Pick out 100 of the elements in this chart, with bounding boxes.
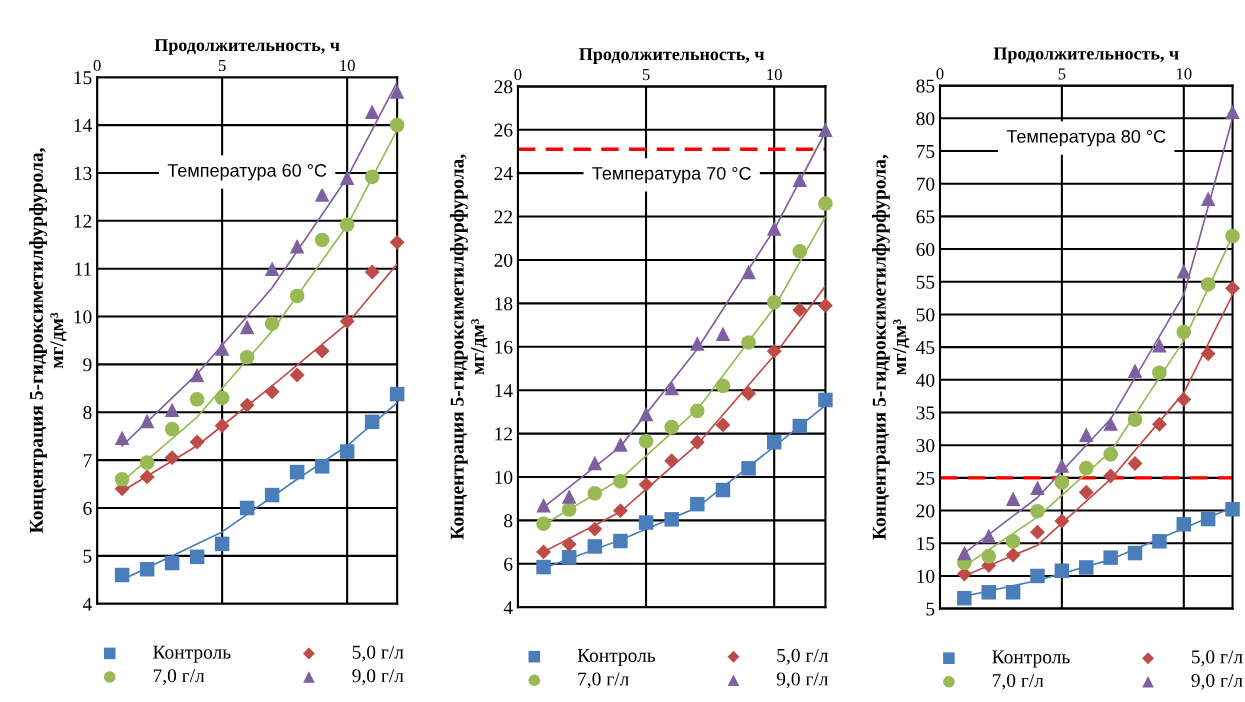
point (139, 413, 155, 429)
point (536, 516, 551, 531)
point (613, 437, 628, 452)
point (364, 169, 380, 185)
point (981, 528, 996, 544)
y-tick-label: 12 (74, 214, 92, 228)
y-tick-label: 6 (83, 501, 92, 515)
point (587, 539, 603, 554)
point (164, 421, 180, 437)
annotation: Температура 70 °C (592, 166, 751, 184)
x-tick-label: 0 (514, 68, 522, 81)
point (957, 590, 972, 606)
y-tick-label: 25 (916, 471, 935, 485)
point (1151, 416, 1167, 432)
point (1176, 391, 1192, 407)
point (139, 469, 155, 485)
point (289, 288, 305, 304)
point (164, 555, 180, 571)
y-tick-label: 50 (916, 308, 935, 322)
legend-label: 9,0 г/л (776, 672, 829, 689)
point (114, 472, 130, 487)
y-tick-label: 5 (83, 549, 92, 563)
y-tick-label: 60 (916, 242, 935, 257)
point (1005, 547, 1021, 563)
y-tick-label: 14 (495, 384, 513, 397)
x-axis-title: Продолжительность, ч (154, 39, 340, 55)
point (1103, 550, 1118, 565)
point (1030, 524, 1045, 540)
y-tick-label: 35 (916, 406, 935, 420)
y-tick-label: 7 (83, 454, 92, 467)
x-axis-title: Продолжительность, ч (993, 47, 1179, 64)
point (214, 418, 230, 434)
point (690, 336, 705, 351)
point (264, 487, 280, 503)
y-tick-label: 26 (494, 123, 513, 137)
point (189, 392, 205, 407)
y-tick-label: 20 (494, 253, 513, 267)
point (741, 461, 756, 476)
point (1225, 502, 1240, 517)
x-tick-label: 5 (642, 69, 650, 81)
point (561, 489, 577, 504)
point (139, 562, 155, 577)
point (1152, 534, 1167, 549)
y-tick-label: 14 (74, 118, 92, 132)
point (214, 390, 230, 406)
point (1225, 104, 1240, 120)
point (1152, 365, 1167, 380)
y-tick-label: 45 (916, 341, 935, 355)
point (339, 313, 355, 329)
point (981, 585, 996, 600)
y-tick-label: 10 (495, 470, 513, 484)
point (114, 430, 130, 445)
y-tick-label: 70 (916, 177, 935, 191)
point (1176, 264, 1192, 279)
point (1103, 468, 1119, 484)
point (289, 238, 305, 254)
point (139, 455, 155, 470)
y-tick-label: 12 (495, 427, 512, 441)
legend-label: 5,0 г/л (352, 645, 404, 662)
y-tick-label: 55 (916, 275, 935, 289)
x-tick-label: 0 (936, 68, 944, 80)
y-tick-label: 40 (916, 373, 935, 387)
point (1103, 416, 1118, 431)
point (818, 196, 833, 211)
point (314, 232, 330, 248)
point (818, 392, 833, 408)
point (715, 326, 731, 342)
point (389, 117, 405, 133)
point (264, 384, 280, 400)
legend-label: 5,0 г/л (777, 648, 829, 665)
point (1005, 585, 1021, 600)
point (690, 496, 705, 512)
point (1079, 560, 1094, 575)
point (214, 536, 230, 552)
point (715, 417, 731, 433)
y-tick-label: 5 (926, 602, 935, 616)
point (1127, 363, 1143, 378)
x-axis-title: Продолжительность, ч (579, 48, 765, 64)
y-tick-label: 30 (916, 439, 935, 453)
point (1200, 191, 1216, 206)
point (364, 414, 380, 430)
point (818, 122, 833, 137)
legend-label: 9,0 г/л (1191, 673, 1243, 690)
point (364, 104, 380, 119)
y-tick-label: 28 (494, 80, 513, 94)
legend-label: 7,0 г/л (992, 673, 1044, 690)
y-axis-title: Концентрация 5-гидроксиметилфурфурола, мг/дм³ (872, 154, 910, 540)
point (612, 503, 628, 519)
point (536, 544, 551, 560)
point (1054, 563, 1070, 578)
point (792, 172, 808, 187)
point (389, 386, 405, 402)
point (561, 536, 577, 552)
y-tick-label: 6 (504, 557, 513, 571)
point (1005, 491, 1021, 507)
y-tick-label: 15 (917, 537, 935, 551)
point (817, 298, 833, 313)
point (792, 302, 808, 318)
point (1200, 511, 1216, 527)
point (981, 549, 996, 564)
